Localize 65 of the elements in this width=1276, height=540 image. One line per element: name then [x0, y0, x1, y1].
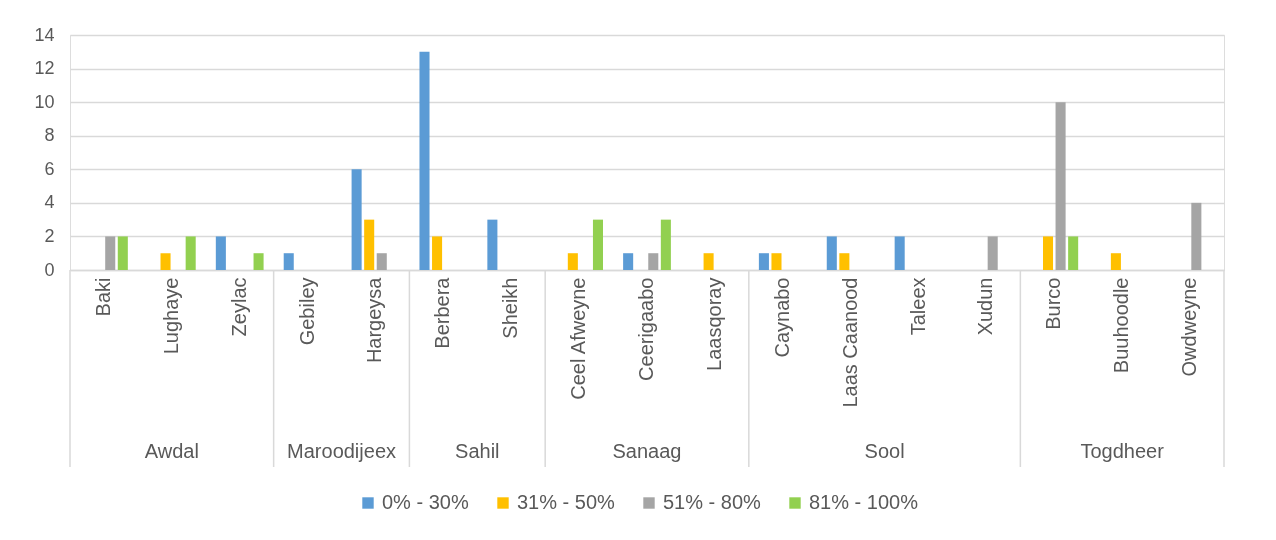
bar: [1110, 253, 1121, 270]
x-tick-label: Burco: [1042, 277, 1065, 330]
bar: [703, 253, 714, 270]
bar: [623, 253, 634, 270]
text: Awdal: [144, 440, 199, 462]
bar: [1055, 102, 1066, 270]
bar: [419, 51, 430, 270]
x-tick-label: Buuhoodle: [1110, 277, 1133, 374]
y-tick-label: 8: [44, 125, 55, 146]
text: Sahil: [455, 440, 500, 462]
x-tick-label: Gebiley: [295, 277, 318, 346]
y-tick-label: 0: [44, 259, 55, 280]
bar: [364, 219, 375, 270]
bar: [660, 219, 671, 270]
legend-label: 0% - 30%: [382, 491, 469, 513]
y-tick-label: 4: [44, 192, 55, 213]
bar: [283, 253, 294, 270]
bar: [432, 236, 443, 270]
bar: [253, 253, 264, 270]
bar: [487, 219, 498, 270]
x-tick-label: Baki: [91, 277, 114, 317]
bar: [1042, 236, 1054, 270]
legend-label: 81% - 100%: [809, 491, 919, 513]
bar: [826, 236, 837, 270]
bar: [987, 236, 998, 270]
text: Maroodijeex: [287, 440, 397, 462]
x-tick-label: Sheikh: [499, 277, 522, 339]
bar: [771, 253, 782, 270]
bar: [160, 253, 171, 270]
x-tick-label: Berbera: [431, 276, 454, 349]
x-tick-label: Lughaye: [159, 277, 182, 355]
bar: [185, 236, 196, 270]
bar: [215, 236, 226, 270]
text: Togdheer: [1080, 440, 1165, 462]
y-tick-label: 12: [34, 58, 55, 79]
x-tick-label: Owdweyne: [1178, 277, 1201, 377]
y-tick-label: 14: [34, 24, 55, 45]
x-tick-label: Laas Caanood: [838, 277, 861, 408]
bar: [839, 253, 850, 270]
bar: [592, 219, 603, 270]
bar: [105, 236, 116, 270]
bar: [567, 253, 578, 270]
bar: [1191, 202, 1202, 270]
x-tick-label: Xudun: [974, 277, 997, 336]
x-tick-label: Taleex: [906, 277, 929, 336]
bar: [117, 236, 128, 270]
bar: [648, 253, 659, 270]
y-tick-label: 2: [44, 225, 55, 246]
x-tick-label: Hargeysa: [363, 276, 386, 364]
x-tick-label: Caynabo: [770, 277, 793, 358]
text: Sool: [864, 440, 905, 462]
y-tick-label: 10: [34, 91, 55, 112]
x-tick-label: Ceerigaabo: [635, 277, 657, 381]
y-tick-label: 6: [44, 158, 55, 179]
legend-label: 51% - 80%: [663, 491, 762, 513]
bar: [1068, 236, 1079, 270]
bar: [894, 236, 905, 270]
bar: [351, 169, 362, 270]
text: Sanaag: [612, 440, 682, 462]
x-tick-label: Ceel Afweyne: [567, 277, 590, 400]
bar: [376, 253, 387, 270]
legend-label: 31% - 50%: [517, 491, 616, 513]
bar: [758, 253, 769, 270]
x-tick-label: Laasqoray: [702, 277, 725, 371]
x-tick-label: Zeylac: [227, 277, 250, 337]
